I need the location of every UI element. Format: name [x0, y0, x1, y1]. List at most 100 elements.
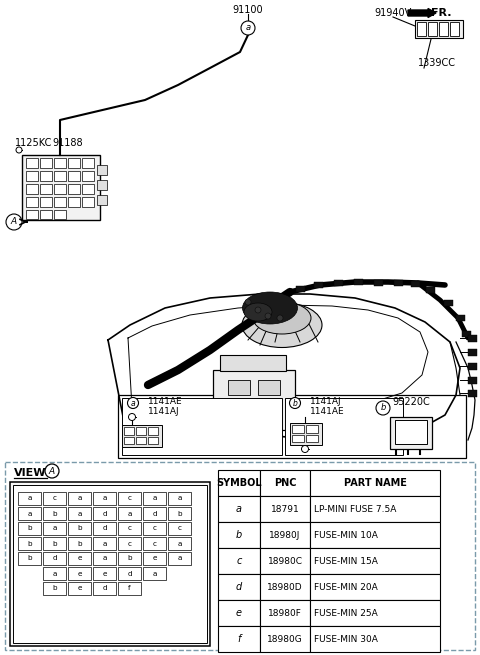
Text: FUSE-MIN 30A: FUSE-MIN 30A [314, 635, 378, 643]
Bar [218, 470, 260, 496]
Ellipse shape [242, 292, 298, 324]
Text: d: d [52, 555, 57, 561]
Bar [40, 184, 52, 194]
Bar [82, 171, 94, 181]
Circle shape [376, 401, 390, 415]
Circle shape [6, 214, 22, 230]
Text: FR.: FR. [431, 8, 452, 18]
Bar [218, 548, 260, 574]
Bar [26, 158, 38, 168]
Bar [143, 507, 166, 520]
Bar [310, 574, 440, 600]
Text: b: b [52, 586, 57, 591]
Text: a: a [152, 571, 156, 576]
Bar [168, 492, 191, 505]
Circle shape [301, 445, 309, 453]
Bar [54, 210, 66, 219]
Bar [143, 492, 166, 505]
Bar [68, 507, 91, 520]
Bar [426, 287, 435, 293]
Bar [82, 197, 94, 207]
Ellipse shape [244, 303, 272, 321]
Text: a: a [245, 24, 251, 33]
Text: b: b [27, 525, 32, 531]
Bar [43, 522, 66, 535]
Bar [93, 567, 116, 580]
Bar [417, 22, 426, 36]
Bar [124, 437, 134, 444]
Bar [93, 537, 116, 550]
Text: SYMBOL: SYMBOL [216, 478, 262, 488]
Bar [444, 300, 453, 306]
Text: 91940V: 91940V [374, 8, 412, 18]
Bar [118, 537, 141, 550]
Text: 95220C: 95220C [392, 397, 430, 407]
Text: a: a [102, 555, 107, 561]
Bar [68, 158, 80, 168]
Bar [428, 22, 437, 36]
Bar [260, 574, 310, 600]
Text: 1125KC: 1125KC [15, 138, 52, 148]
Bar [118, 522, 141, 535]
Bar [456, 315, 465, 321]
Bar [43, 492, 66, 505]
Text: b: b [52, 510, 57, 517]
Text: b: b [27, 555, 32, 561]
Bar [394, 280, 403, 286]
Bar [218, 522, 260, 548]
Text: e: e [236, 608, 242, 618]
Bar [310, 626, 440, 652]
Text: b: b [77, 525, 82, 531]
Bar [218, 600, 260, 626]
Text: 18980C: 18980C [267, 557, 302, 565]
Bar [168, 537, 191, 550]
Text: a: a [27, 495, 32, 502]
Text: c: c [178, 525, 181, 531]
Text: e: e [77, 586, 82, 591]
Bar [97, 165, 107, 175]
Text: c: c [128, 525, 132, 531]
Bar [395, 420, 427, 444]
Bar [18, 507, 41, 520]
Bar [310, 548, 440, 574]
Text: c: c [236, 556, 242, 566]
Text: f: f [237, 634, 240, 644]
Bar [97, 195, 107, 205]
Bar [415, 20, 463, 38]
Bar [40, 158, 52, 168]
Text: c: c [128, 495, 132, 502]
Bar [260, 600, 310, 626]
Circle shape [128, 398, 139, 409]
Bar [310, 470, 440, 496]
Bar [168, 552, 191, 565]
Text: c: c [128, 540, 132, 546]
Bar [43, 507, 66, 520]
Text: e: e [77, 555, 82, 561]
Text: a: a [102, 540, 107, 546]
Bar [68, 184, 80, 194]
Bar [18, 552, 41, 565]
Bar [82, 158, 94, 168]
Bar [26, 184, 38, 194]
Text: b: b [177, 510, 182, 517]
Text: FUSE-MIN 15A: FUSE-MIN 15A [314, 557, 378, 565]
Text: 91100: 91100 [233, 5, 264, 15]
Text: 1141AJ: 1141AJ [148, 407, 180, 415]
Bar [5, 462, 475, 650]
Text: 18980D: 18980D [267, 582, 303, 591]
Text: d: d [152, 510, 157, 517]
Bar [93, 522, 116, 535]
Text: e: e [152, 555, 157, 561]
Text: a: a [52, 525, 57, 531]
Text: b: b [127, 555, 132, 561]
Bar [40, 210, 52, 219]
Text: 18980F: 18980F [268, 608, 302, 618]
Bar [43, 552, 66, 565]
Bar [168, 507, 191, 520]
Bar [26, 210, 38, 219]
Ellipse shape [242, 303, 322, 348]
Text: a: a [102, 495, 107, 502]
Bar [18, 492, 41, 505]
Bar [118, 507, 141, 520]
Bar [54, 158, 66, 168]
